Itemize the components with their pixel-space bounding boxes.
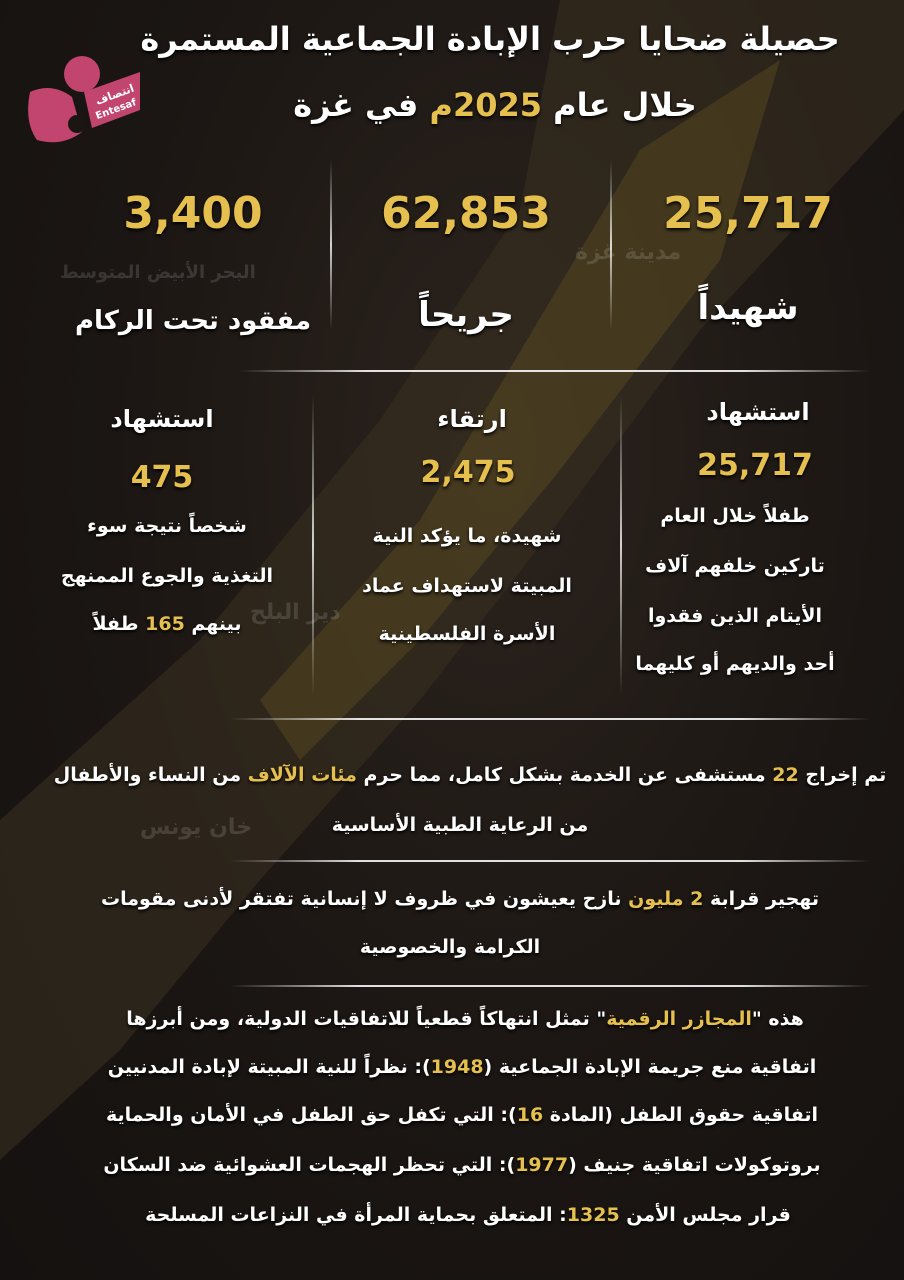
highlight-text: المجازر الرقمية (606, 1008, 752, 1030)
divider (620, 395, 622, 695)
stat-value-injured: 62,853 (381, 188, 551, 239)
hospitals-line-2: من الرعاية الطبية الأساسية (331, 814, 589, 836)
map-label: البحر الأبيض المتوسط (60, 262, 256, 283)
text: نازح يعيشون في ظروف لا إنسانية تفتقر لأد… (101, 888, 629, 910)
logo: انتصاف Entesaf (22, 52, 142, 147)
conventions-intro: هذه "المجازر الرقمية" تمثل انتهاكاً قطعي… (126, 1008, 804, 1030)
col1-text: أحد والديهم أو كليهما (635, 653, 835, 675)
highlight-number: 1325 (566, 1204, 620, 1226)
divider (230, 985, 870, 987)
col2-text: شهيدة، ما يؤكد النية (372, 525, 562, 547)
text: هذه " (751, 1008, 804, 1030)
highlight-text: 2 مليون (628, 888, 704, 910)
col3-heading: استشهاد (110, 405, 214, 433)
col1-value: 25,717 (697, 448, 813, 483)
text: اتفاقية حقوق الطفل (المادة (543, 1104, 819, 1126)
col1-heading: استشهاد (706, 398, 810, 426)
text: من النساء والأطفال (53, 764, 248, 786)
displacement-line-1: تهجير قرابة 2 مليون نازح يعيشون في ظروف … (101, 888, 819, 910)
divider (230, 860, 870, 862)
stat-value-killed: 25,717 (663, 188, 833, 239)
highlight-number: 1977 (515, 1154, 569, 1176)
map-label: خان يونس (140, 815, 252, 840)
col2-value: 2,475 (420, 455, 516, 490)
title-year: 2025م (429, 86, 543, 124)
text: ): التي تحظر الهجمات العشوائية ضد السكان (103, 1154, 516, 1176)
stat-label-injured: جريحاً (418, 295, 514, 335)
divider (312, 395, 314, 695)
map-label: دير البلح (250, 600, 341, 625)
col1-text: الأيتام الذين فقدوا (647, 605, 823, 627)
text: تم إخراج (798, 764, 887, 786)
convention-resolution-1325: قرار مجلس الأمن 1325: المتعلق بحماية الم… (145, 1204, 791, 1226)
highlight-number: 165 (145, 613, 185, 635)
stat-label-killed: شهيداً (697, 288, 799, 328)
stat-label-missing: مفقود تحت الركام (74, 306, 312, 336)
title-line-2: خلال عام 2025م في غزة (293, 86, 697, 124)
text: طفلاً (92, 613, 146, 635)
divider (230, 718, 870, 720)
col1-text: تاركين خلفهم آلاف (645, 555, 825, 577)
convention-child-rights: اتفاقية حقوق الطفل (المادة 16): التي تكف… (106, 1104, 818, 1126)
highlight-number: 1948 (430, 1056, 484, 1078)
map-label: مدينة غزة (575, 240, 682, 265)
text: تهجير قرابة (703, 888, 819, 910)
convention-geneva: بروتوكولات اتفاقية جنيف (1977): التي تحظ… (103, 1154, 820, 1176)
text: ): نظراً للنية المبيتة لإبادة المدنيين (107, 1056, 431, 1078)
text: مستشفى عن الخدمة بشكل كامل، مما حرم (356, 764, 773, 786)
col3-value: 475 (130, 460, 194, 495)
text: بروتوكولات اتفاقية جنيف ( (568, 1154, 821, 1176)
title-line-1: حصيلة ضحايا حرب الإبادة الجماعية المستمر… (140, 20, 840, 58)
convention-genocide: اتفاقية منع جريمة الإبادة الجماعية (1948… (108, 1056, 817, 1078)
divider (610, 160, 612, 330)
hospitals-line-1: تم إخراج 22 مستشفى عن الخدمة بشكل كامل، … (54, 764, 887, 786)
col3-text: شخصاً نتيجة سوء (87, 515, 247, 537)
text: " تمثل انتهاكاً قطعياً للاتفاقيات الدولي… (126, 1008, 607, 1030)
col2-text: المبيتة لاستهداف عماد (362, 575, 572, 597)
divider (240, 370, 870, 372)
text: : المتعلق بحماية المرأة في النزاعات المس… (145, 1204, 567, 1226)
logo-mark-icon: انتصاف Entesaf (28, 56, 140, 143)
col3-text: التغذية والجوع الممنهج (60, 565, 274, 587)
text: ): التي تكفل حق الطفل في الأمان والحماية (105, 1104, 517, 1126)
col1-text: طفلاً خلال العام (660, 505, 810, 527)
divider (330, 160, 332, 330)
highlight-number: 22 (772, 764, 799, 786)
stat-value-missing: 3,400 (123, 188, 263, 239)
title-text: في غزة (293, 86, 430, 124)
col3-text: بينهم 165 طفلاً (93, 613, 242, 635)
text: قرار مجلس الأمن (619, 1204, 791, 1226)
title-text: خلال عام (542, 86, 697, 124)
highlight-text: مئات الآلاف (247, 764, 357, 786)
text: بينهم (184, 613, 242, 635)
highlight-number: 16 (516, 1104, 544, 1126)
displacement-line-2: الكرامة والخصوصية (359, 936, 541, 958)
col2-heading: ارتقاء (437, 405, 507, 433)
col2-text: الأسرة الفلسطينية (378, 623, 556, 645)
text: اتفاقية منع جريمة الإبادة الجماعية ( (483, 1056, 817, 1078)
